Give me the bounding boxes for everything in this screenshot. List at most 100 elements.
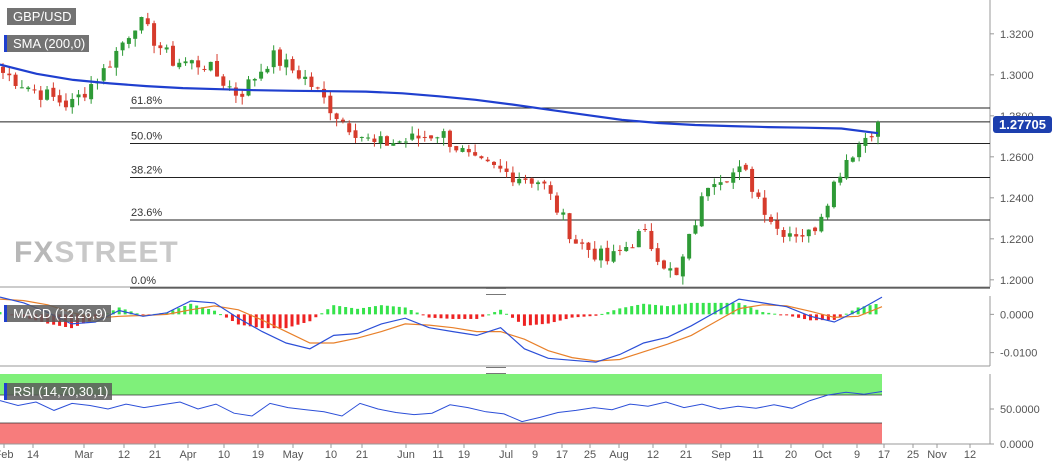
candle-body [51,87,56,97]
macd-histogram-bar [314,314,318,318]
macd-histogram-bar [731,302,735,315]
candle-body [126,38,131,44]
candle-body [706,187,711,197]
macd-label: MACD (12,26,9) [13,306,107,321]
macd-histogram-bar [356,308,360,315]
macd-histogram-bar [427,314,431,318]
candle-body [139,16,144,31]
candle-body [215,60,220,77]
macd-histogram-bar [612,310,616,315]
candle-body [303,76,308,79]
macd-histogram-bar [808,314,812,321]
macd-histogram-bar [773,313,777,315]
macd-histogram-bar [803,314,807,320]
macd-histogram-bar [785,314,789,316]
candle-body [592,248,597,260]
macd-histogram-bar [338,306,342,315]
macd-histogram-bar [594,314,598,316]
candle-body [762,197,767,215]
macd-histogram-bar [165,312,169,315]
macd-histogram-bar [743,305,747,315]
macd-histogram-bar [570,314,574,318]
candle-body [687,233,692,259]
macd-histogram-bar [481,314,485,317]
macd-histogram-bar [499,309,503,315]
candle-body [492,161,497,165]
time-tick-label: 12 [118,449,130,461]
macd-histogram-bar [278,314,282,329]
macd-histogram-bar [260,314,264,329]
macd-histogram-bar [224,314,228,318]
candle-body [435,137,440,139]
candle-body [259,71,264,79]
watermark-fx: FX [14,236,55,269]
candle-body [768,216,773,222]
macd-histogram-bar [421,314,425,316]
time-tick-label: 17 [878,449,890,461]
time-tick-label: 11 [432,449,443,461]
macd-histogram-bar [844,313,848,315]
candle-body [819,216,824,232]
candle-body [378,136,383,144]
macd-histogram-bar [201,307,205,315]
macd-histogram-bar [779,314,783,316]
macd-histogram-bar [558,314,562,321]
macd-histogram-bar [838,314,842,317]
macd-histogram-bar [820,314,824,321]
macd-histogram-bar [254,314,258,328]
time-tick-label: 10 [325,449,337,461]
macd-histogram-bar [505,313,509,315]
macd-histogram-bar [618,308,622,315]
candle-body [813,227,818,232]
macd-histogram-bar [707,302,711,315]
macd-histogram-bar [522,314,526,326]
candle-body [454,146,459,151]
macd-histogram-bar [648,304,652,315]
macd-histogram-bar [344,307,348,315]
candle-body [649,230,654,250]
macd-histogram-bar [385,305,389,315]
macd-histogram-bar [463,314,467,319]
candle-body [548,185,553,194]
macd-histogram-bar [135,313,139,315]
candle-body [460,147,465,152]
candle-body [13,74,18,86]
macd-histogram-bar [266,314,270,329]
candle-body [756,192,761,197]
macd-histogram-bar [654,304,658,315]
candle-body [561,212,566,215]
price-tick-label: 1.2600 [1000,152,1034,164]
fib-level-label: 38.2% [131,165,162,177]
macd-histogram-bar [391,306,395,315]
candle-body [89,84,94,100]
candle-body [120,42,125,51]
pane-resize-handle-macd[interactable] [486,288,506,295]
candle-body [158,45,163,49]
time-tick-label: 9 [854,449,860,461]
candle-body [498,165,503,169]
candle-body [145,18,150,25]
macd-histogram-bar [767,312,771,315]
candle-body [422,136,427,138]
macd-histogram-bar [534,314,538,325]
macd-histogram-bar [141,314,145,316]
macd-histogram-bar [445,314,449,319]
macd-histogram-bar [475,314,479,319]
pane-resize-handle-rsi[interactable] [486,367,506,374]
candle-body [290,59,295,71]
candle-body [340,119,345,122]
candle-body [403,141,408,143]
candle-body [781,230,786,237]
time-tick-label: 19 [252,449,264,461]
macd-histogram-bar [0,312,2,315]
price-tick-label: 1.2000 [1000,275,1034,287]
time-tick-label: Aug [609,449,629,461]
macd-legend: MACD (12,26,9) [4,305,111,322]
candle-body [284,59,289,68]
candle-body [441,131,446,138]
price-tick-label: 1.2400 [1000,193,1034,205]
macd-histogram-bar [219,314,222,316]
macd-histogram-bar [511,314,515,318]
macd-histogram-bar [272,314,276,329]
candle-body [429,135,434,139]
